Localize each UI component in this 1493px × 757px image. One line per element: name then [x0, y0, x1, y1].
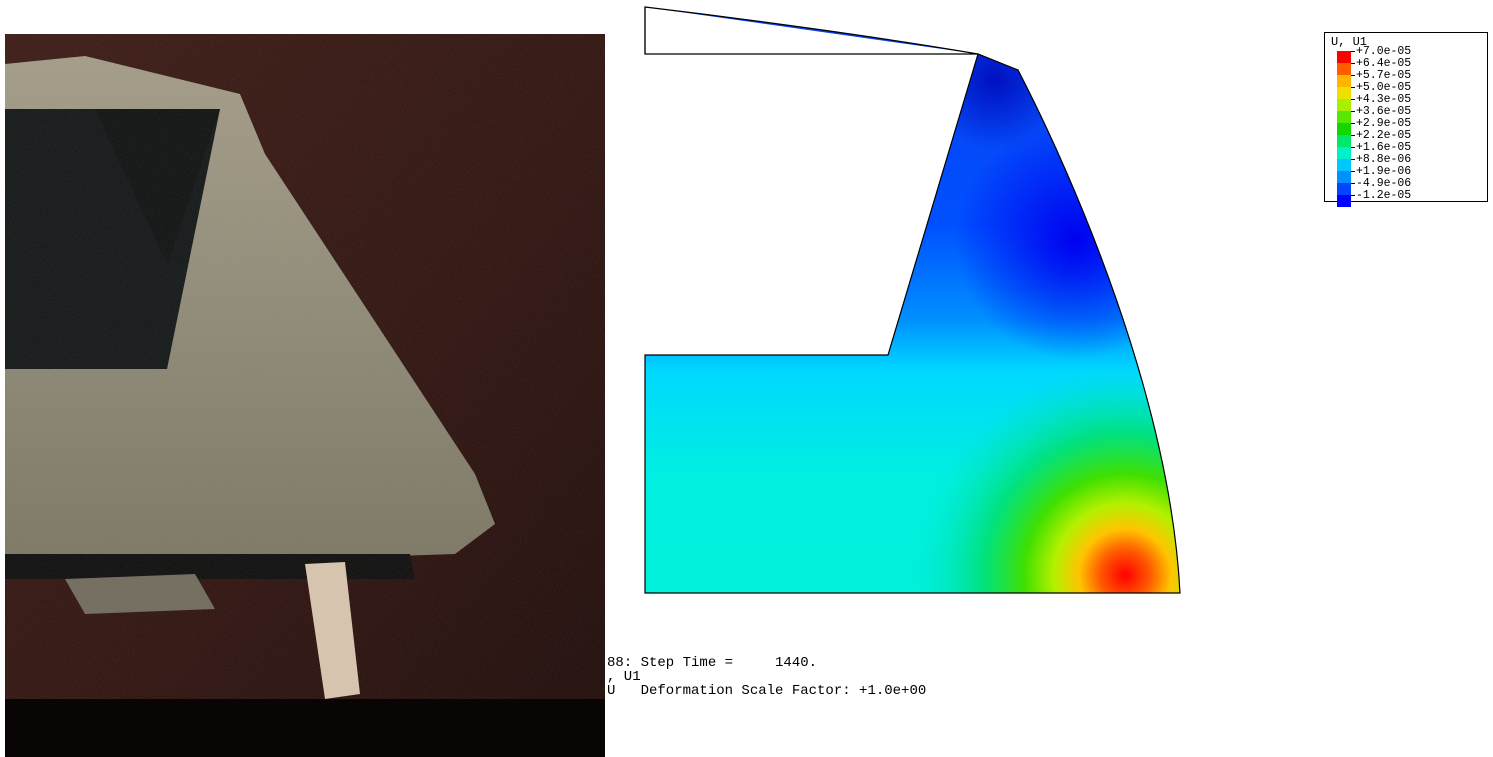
legend-swatch	[1337, 195, 1351, 207]
legend-swatch	[1337, 159, 1351, 171]
legend-label: +2.2e-05	[1356, 129, 1412, 142]
legend-tick	[1351, 87, 1355, 88]
legend-tick	[1351, 147, 1355, 148]
contour-legend: U, U1 +7.0e-05 +6.4e-05 +5.7e-05 +5.0e-05 +4…	[1324, 32, 1488, 207]
legend-label: +4.3e-05	[1356, 93, 1412, 106]
step-time-text: 88: Step Time = 1440.	[607, 655, 818, 671]
legend-tick	[1351, 135, 1355, 136]
legend-tick	[1351, 183, 1355, 184]
legend-label: +7.0e-05	[1356, 45, 1412, 58]
legend-swatch	[1337, 87, 1351, 99]
legend-swatch	[1337, 135, 1351, 147]
legend-swatch	[1337, 51, 1351, 63]
legend-tick	[1351, 123, 1355, 124]
legend-label: +1.9e-06	[1356, 165, 1412, 178]
specimen-photo	[5, 34, 605, 757]
specimen-body	[5, 34, 605, 757]
legend-tick	[1351, 111, 1355, 112]
legend-tick	[1351, 51, 1355, 52]
legend-swatch	[1337, 75, 1351, 87]
legend-tick	[1351, 99, 1355, 100]
fem-contour-plot	[644, 6, 1181, 594]
legend-swatch	[1337, 147, 1351, 159]
legend-label: +1.6e-05	[1356, 141, 1412, 154]
legend-label: +2.9e-05	[1356, 117, 1412, 130]
legend-label: +5.7e-05	[1356, 69, 1412, 82]
legend-swatch	[1337, 111, 1351, 123]
legend-title: U, U1	[1331, 35, 1368, 49]
legend-label: -1.2e-05	[1356, 189, 1412, 202]
legend-swatch	[1337, 63, 1351, 75]
legend-tick	[1351, 171, 1355, 172]
mesh-outline	[644, 6, 1181, 594]
legend-tick	[1351, 63, 1355, 64]
legend-tick	[1351, 75, 1355, 76]
scale-factor-text: U Deformation Scale Factor: +1.0e+00	[607, 683, 927, 699]
legend-swatch	[1337, 183, 1351, 195]
legend-label: +3.6e-05	[1356, 105, 1412, 118]
legend-swatch	[1337, 123, 1351, 135]
legend-label: +6.4e-05	[1356, 57, 1412, 70]
legend-label: -4.9e-06	[1356, 177, 1412, 190]
legend-swatch	[1337, 99, 1351, 111]
legend-tick	[1351, 195, 1355, 196]
legend-label: +5.0e-05	[1356, 81, 1412, 94]
legend-label: +8.8e-06	[1356, 153, 1412, 166]
legend-swatch	[1337, 171, 1351, 183]
legend-tick	[1351, 159, 1355, 160]
variable-text: , U1	[607, 669, 641, 685]
